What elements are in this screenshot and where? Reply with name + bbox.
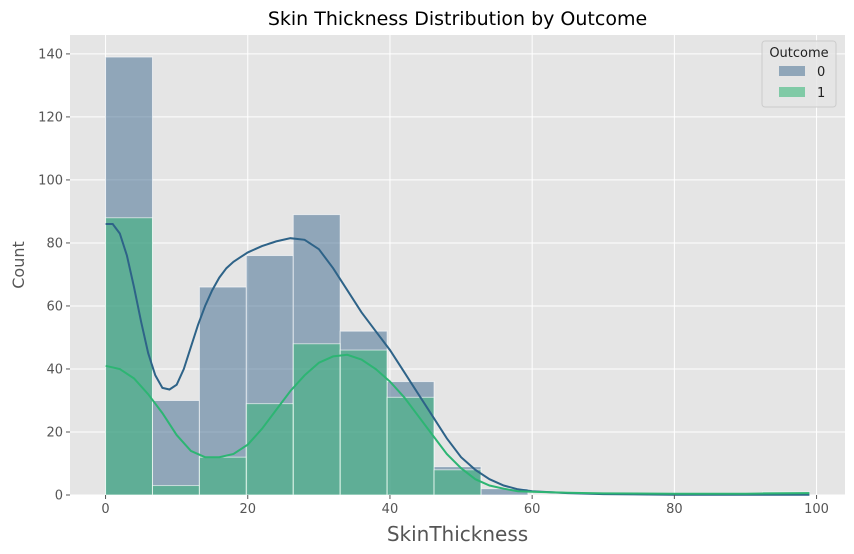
legend-swatch-outcome-1: [779, 87, 805, 97]
x-axis-label: SkinThickness: [387, 522, 528, 546]
y-tick-label: 80: [46, 236, 63, 251]
histogram-bars: [105, 56, 810, 496]
y-tick-label: 100: [38, 173, 63, 188]
histogram-bar-outcome-1: [339, 349, 388, 496]
x-tick-label: 100: [804, 502, 829, 517]
histogram-bar-outcome-1: [198, 456, 247, 496]
legend-label-outcome-1: 1: [817, 86, 825, 101]
legend-swatch-outcome-0: [779, 66, 805, 76]
legend: Outcome 0 1: [761, 40, 837, 108]
legend-label-outcome-0: 0: [817, 65, 825, 80]
x-tick-label: 40: [382, 502, 399, 517]
y-tick-label: 140: [38, 47, 63, 62]
y-tick-label: 60: [46, 299, 63, 314]
histogram-bar-outcome-1: [105, 217, 153, 496]
histogram-bar-outcome-1: [386, 396, 435, 496]
kde-line-outcome-0: [105, 223, 810, 496]
y-tick-label: 0: [55, 489, 63, 504]
legend-title: Outcome: [769, 46, 828, 61]
histogram-bar-outcome-1: [292, 343, 341, 496]
histogram-bar-outcome-1: [151, 485, 200, 496]
histogram-bar-outcome-1: [433, 469, 482, 496]
x-tick-label: 0: [101, 502, 109, 517]
y-tick-label: 20: [46, 425, 63, 440]
kde-curves: [105, 223, 810, 496]
y-tick-label: 40: [46, 362, 63, 377]
x-tick-label: 20: [239, 502, 256, 517]
x-tick-label: 60: [524, 502, 541, 517]
x-tick-label: 80: [666, 502, 683, 517]
y-tick-label: 120: [38, 110, 63, 125]
axis-ticks: 0 20 40 60 80 100 0 20 40 60 80 100 120 140: [38, 47, 829, 517]
histogram-bar-outcome-0: [151, 399, 200, 496]
y-axis-label: Count: [9, 241, 28, 289]
kde-line-outcome-1: [105, 353, 810, 495]
chart-title: Skin Thickness Distribution by Outcome: [268, 8, 647, 30]
